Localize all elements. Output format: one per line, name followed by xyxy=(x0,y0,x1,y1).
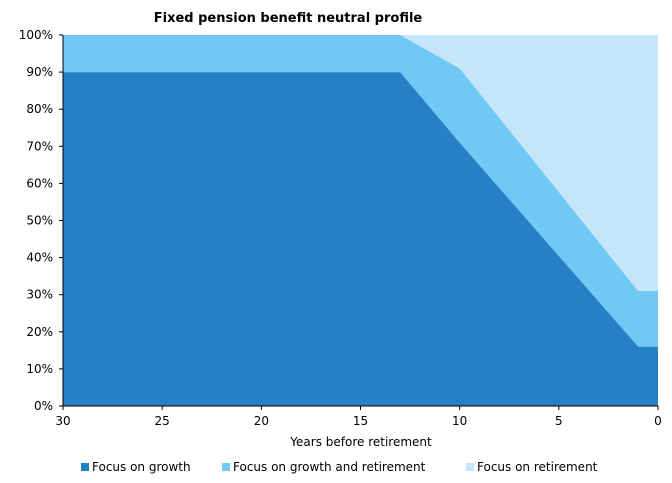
y-tick-label: 40% xyxy=(26,251,53,265)
y-tick-label: 100% xyxy=(19,28,53,42)
y-tick-label: 50% xyxy=(26,214,53,228)
area-series-focus-on-retirement xyxy=(63,35,658,291)
y-tick-label: 80% xyxy=(26,102,53,116)
plot-areas xyxy=(63,35,658,406)
y-axis: 0% 10% 20% 30% 40% 50% 60% 70% 80% 90% 100% xyxy=(19,28,64,413)
area-series-focus-on-growth xyxy=(63,72,658,406)
x-tick-label: 25 xyxy=(155,414,170,428)
x-tick-label: 20 xyxy=(254,414,269,428)
chart-title: Fixed pension benefit neutral profile xyxy=(154,11,423,26)
legend-swatch xyxy=(466,463,474,471)
x-tick-label: 15 xyxy=(353,414,368,428)
y-tick-label: 70% xyxy=(26,139,53,153)
y-tick-label: 90% xyxy=(26,65,53,79)
legend-label: Focus on growth xyxy=(92,460,191,474)
y-tick-label: 0% xyxy=(34,399,53,413)
x-tick-label: 5 xyxy=(555,414,563,428)
y-tick-label: 10% xyxy=(26,362,53,376)
x-tick-label: 10 xyxy=(452,414,467,428)
legend-swatch xyxy=(222,463,230,471)
y-tick-label: 60% xyxy=(26,176,53,190)
x-axis: 30 25 20 15 10 5 0 xyxy=(55,405,662,428)
y-tick-label: 30% xyxy=(26,288,53,302)
legend-label: Focus on retirement xyxy=(477,460,598,474)
x-tick-label: 30 xyxy=(55,414,70,428)
x-tick-label: 0 xyxy=(654,414,662,428)
y-tick-label: 20% xyxy=(26,325,53,339)
x-axis-title: Years before retirement xyxy=(289,435,432,449)
legend-label: Focus on growth and retirement xyxy=(233,460,426,474)
area-series-focus-on-growth-and-retirement xyxy=(63,35,658,347)
legend: Focus on growth Focus on growth and retir… xyxy=(81,460,598,474)
legend-swatch xyxy=(81,463,89,471)
